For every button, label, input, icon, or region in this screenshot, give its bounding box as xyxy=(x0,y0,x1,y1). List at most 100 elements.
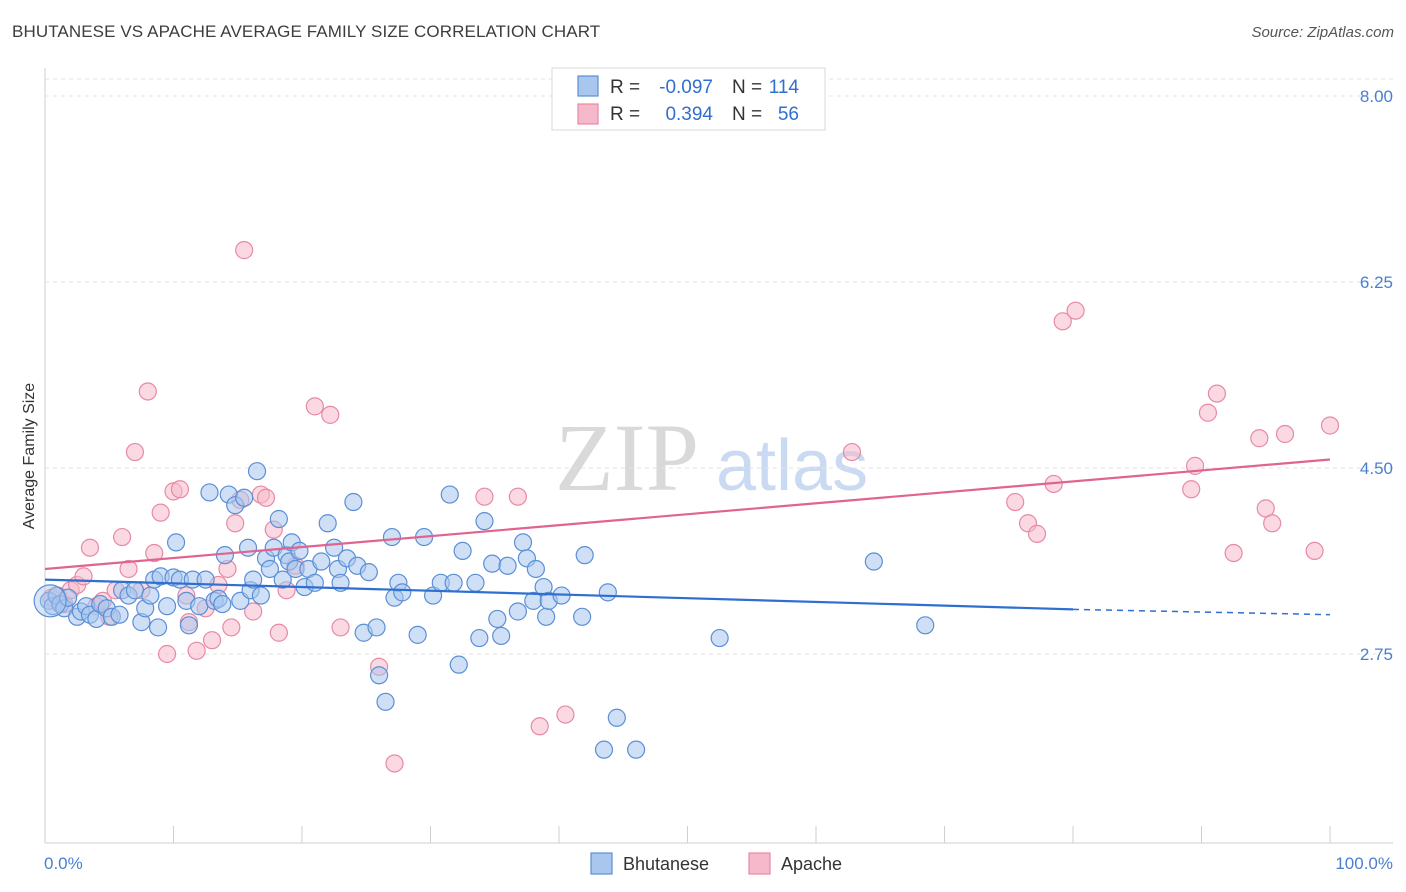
apache-point-46 xyxy=(530,717,549,736)
apache-point-32 xyxy=(244,602,263,621)
bhutanese-point-66 xyxy=(344,492,363,512)
apache-point-28 xyxy=(226,514,245,533)
bhutanese-point-91 xyxy=(498,556,517,575)
apache-point-6 xyxy=(80,538,100,557)
bhutanese-point-82 xyxy=(444,573,463,592)
y-tick-label-0: 2.75 xyxy=(1360,645,1393,664)
legend-n-label-1: N = xyxy=(732,77,762,98)
bhutanese-point-104 xyxy=(598,583,617,602)
watermark: ZIP atlas xyxy=(555,404,868,511)
apache-point-51 xyxy=(1027,524,1047,543)
series-legend: Bhutanese Apache xyxy=(590,852,842,875)
apache-point-59 xyxy=(1224,543,1243,563)
bhutanese-point-88 xyxy=(483,554,502,573)
bhutanese-point-24 xyxy=(157,597,177,616)
bhutanese-point-29 xyxy=(179,616,199,635)
source-label: Source: ZipAtlas.com xyxy=(1251,24,1394,41)
bhutanese-point-61 xyxy=(318,514,337,533)
y-tick-label-1: 4.50 xyxy=(1360,459,1393,478)
bhutanese-point-45 xyxy=(247,462,267,481)
y-tick-label-3: 8.00 xyxy=(1360,87,1393,106)
bhutanese-point-14 xyxy=(110,605,129,624)
bhutanese-point-102 xyxy=(573,607,592,626)
x-tick-label-end: 100.0% xyxy=(1335,854,1393,873)
bhutanese-point-59 xyxy=(305,573,324,592)
apache-point-53 xyxy=(1053,312,1072,331)
y-axis-title: Average Family Size xyxy=(21,383,38,530)
apache-point-58 xyxy=(1207,384,1227,403)
bhutanese-point-31 xyxy=(190,597,209,616)
bhutanese-point-22 xyxy=(148,618,168,637)
bhutanese-point-42 xyxy=(238,538,258,557)
tick-labels: 2.75 4.50 6.25 8.00 0.0% 100.0% xyxy=(44,87,1393,873)
bhutanese-point-85 xyxy=(466,573,485,592)
bhutanese-point-92 xyxy=(508,602,527,621)
bhutanese-point-73 xyxy=(382,527,402,547)
legend-swatch-bhutanese xyxy=(577,75,599,97)
bhutanese-point-77 xyxy=(408,625,427,644)
apache-point-29 xyxy=(222,618,241,637)
bhutanese-point-51 xyxy=(273,570,292,589)
apache-point-57 xyxy=(1198,403,1218,422)
bhutanese-point-46 xyxy=(251,586,270,605)
apache-point-16 xyxy=(145,543,164,563)
bottom-legend-swatch-bhutanese xyxy=(590,852,613,875)
x-tick-label-start: 0.0% xyxy=(44,854,83,873)
bhutanese-point-33 xyxy=(200,483,219,502)
bhutanese-point-36 xyxy=(213,594,232,614)
apache-point-23 xyxy=(187,641,206,660)
legend-n-value-1: 114 xyxy=(769,77,800,98)
legend-r-value-2: 0.394 xyxy=(665,104,713,125)
watermark-zip: ZIP xyxy=(555,404,699,511)
bhutanese-point-17 xyxy=(125,581,145,600)
bhutanese-point-27 xyxy=(166,533,186,552)
bhutanese-point-71 xyxy=(370,666,389,685)
chart-title: BHUTANESE VS APACHE AVERAGE FAMILY SIZE … xyxy=(12,22,601,41)
apache-point-34 xyxy=(256,488,276,507)
trend-lines xyxy=(44,458,1331,616)
bhutanese-point-103 xyxy=(594,740,614,759)
bhutanese-point-101 xyxy=(575,546,594,565)
bhutanese-point-81 xyxy=(440,485,459,504)
legend-r-label-1: R = xyxy=(610,77,640,98)
bhutanese-point-106 xyxy=(626,740,646,759)
bottom-legend-bhutanese: Bhutanese xyxy=(623,854,709,874)
bhutanese-trend-line xyxy=(44,578,1074,611)
bhutanese-point-96 xyxy=(526,559,545,579)
legend-n-value-2: 56 xyxy=(778,104,799,125)
apache-point-41 xyxy=(331,618,350,637)
bhutanese-point-84 xyxy=(453,541,472,561)
apache-point-47 xyxy=(556,705,575,724)
bhutanese-point-98 xyxy=(537,607,556,626)
apache-point-44 xyxy=(475,487,494,506)
bhutanese-point-107 xyxy=(710,628,729,648)
bhutanese-point-72 xyxy=(376,692,395,711)
legend-swatch-apache xyxy=(577,103,599,125)
bhutanese-point-69 xyxy=(359,563,378,582)
apache-point-60 xyxy=(1250,429,1269,448)
apache-point-49 xyxy=(1006,492,1025,512)
apache-point-43 xyxy=(385,754,404,773)
apache-point-25 xyxy=(202,631,222,650)
apache-point-5 xyxy=(74,567,93,586)
bhutanese-point-48 xyxy=(260,559,279,579)
bhutanese-point-86 xyxy=(470,628,489,648)
bottom-legend-swatch-apache xyxy=(748,852,771,875)
apache-point-18 xyxy=(157,644,177,664)
bhutanese-point-89 xyxy=(488,609,507,629)
apache-point-36 xyxy=(269,623,288,642)
apache-point-48 xyxy=(842,442,862,462)
bhutanese-cluster-point xyxy=(33,584,67,618)
apache-point-11 xyxy=(112,527,132,547)
apache-point-15 xyxy=(138,382,157,401)
apache-point-13 xyxy=(125,442,145,462)
bhutanese-point-50 xyxy=(269,509,288,529)
bhutanese-point-90 xyxy=(492,626,511,646)
legend-r-value-1: -0.097 xyxy=(659,77,713,98)
legend-r-label-2: R = xyxy=(610,104,640,125)
y-tick-label-2: 6.25 xyxy=(1360,273,1393,292)
bhutanese-point-20 xyxy=(141,586,160,605)
bhutanese-point-105 xyxy=(607,708,626,727)
apache-point-40 xyxy=(321,405,340,424)
